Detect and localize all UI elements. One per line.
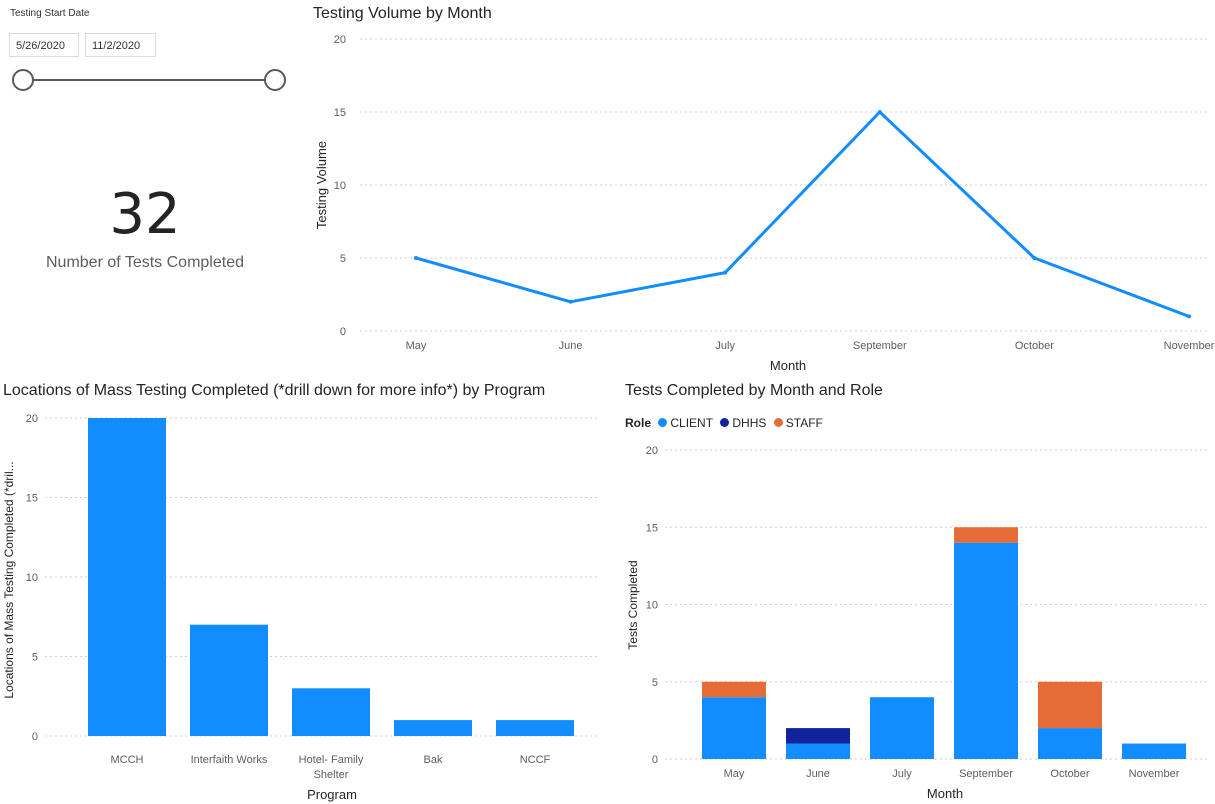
start-date-input[interactable]: 5/26/2020	[9, 33, 79, 57]
legend-dot-staff	[773, 418, 783, 428]
role-chart-y-tick-label: 20	[646, 445, 658, 457]
program-chart-y-tick-label: 10	[26, 572, 38, 584]
line-series-testing-volume	[415, 110, 1190, 318]
program-x-tick-label: Shelter	[314, 769, 349, 781]
program-chart-y-tick-label: 15	[26, 493, 38, 505]
legend-item-staff[interactable]: STAFF	[773, 416, 823, 430]
program-x-tick-label: Interfaith Works	[191, 754, 268, 766]
legend-label-dhhs: DHHS	[732, 416, 767, 430]
bar-bak	[394, 720, 472, 736]
line-x-tick-label: November	[1164, 340, 1215, 352]
line-point-november	[1187, 314, 1191, 319]
slicer-title: Testing Start Date	[10, 8, 90, 19]
line-x-tick-label: May	[406, 340, 427, 352]
legend-dot-client	[658, 418, 668, 428]
role-chart-y-tick-label: 0	[652, 754, 658, 766]
bar-september-client	[954, 542, 1018, 759]
role-x-tick-label: June	[806, 768, 830, 780]
legend-label-staff: STAFF	[785, 416, 823, 430]
line-x-tick-label: June	[559, 340, 583, 352]
line-chart-y-tick-label: 15	[334, 107, 346, 119]
role-x-tick-label: November	[1129, 768, 1180, 780]
role-x-tick-label: October	[1050, 768, 1089, 780]
program-x-axis-title: Program	[307, 787, 357, 802]
line-point-september	[877, 110, 882, 114]
bar-september-staff	[954, 527, 1018, 543]
role-chart-y-tick-label: 10	[646, 600, 658, 612]
program-chart-y-tick-label: 20	[26, 413, 38, 425]
program-chart-title: Locations of Mass Testing Completed (*dr…	[3, 382, 546, 399]
legend-item-dhhs[interactable]: DHHS	[720, 416, 766, 430]
legend-title: Role	[625, 416, 652, 430]
role-chart-title: Tests Completed by Month and Role	[625, 382, 883, 399]
role-chart-y-tick-label: 5	[652, 677, 658, 689]
role-x-tick-label: July	[892, 768, 912, 780]
bar-october-client	[1038, 728, 1102, 759]
bar-nccf	[496, 720, 574, 736]
role-stacked-bar-chart: 0 5 10 15 20 May June July September October Novem…	[626, 445, 1210, 801]
program-chart-y-tick-label: 5	[32, 652, 38, 664]
line-point-october	[1032, 256, 1037, 260]
bar-november-client	[1122, 743, 1186, 759]
line-x-tick-label: October	[1015, 340, 1054, 352]
legend-dot-dhhs	[720, 418, 730, 428]
program-bar-chart: 0 5 10 15 20 MCCH Interfaith Works Hotel- Famil…	[2, 413, 600, 802]
line-chart-y-tick-label: 0	[340, 326, 346, 338]
role-x-tick-label: September	[959, 768, 1013, 780]
date-range-slider-track[interactable]	[23, 79, 276, 81]
legend-label-client: CLIENT	[670, 416, 714, 430]
role-chart-y-tick-label: 15	[646, 522, 658, 534]
line-point-june	[568, 299, 573, 304]
line-y-axis-title: Testing Volume	[314, 141, 329, 229]
bar-july-client	[870, 697, 934, 759]
kpi-label: Number of Tests Completed	[45, 254, 244, 271]
line-x-tick-label: July	[715, 340, 735, 352]
legend-item-client[interactable]: CLIENT	[658, 416, 713, 430]
bar-june-client	[786, 743, 850, 759]
program-x-tick-label: Bak	[424, 754, 443, 766]
bar-mcch	[88, 418, 166, 736]
line-chart-y-tick-label: 5	[340, 253, 346, 265]
bar-interfaith-works	[190, 624, 268, 736]
bar-may-client	[702, 697, 766, 759]
line-point-may	[414, 256, 418, 260]
role-x-tick-label: May	[724, 768, 745, 780]
line-x-axis-title: Month	[770, 358, 806, 373]
line-chart-title: Testing Volume by Month	[313, 5, 492, 22]
start-date-slider-handle[interactable]	[12, 69, 34, 91]
role-x-axis-title: Month	[927, 786, 963, 801]
program-chart-y-tick-label: 0	[32, 731, 38, 743]
program-y-axis-title: Locations of Mass Testing Completed (*dr…	[2, 461, 16, 698]
program-x-tick-label: NCCF	[520, 754, 551, 766]
line-point-july	[723, 270, 728, 275]
program-x-tick-label: MCCH	[111, 754, 144, 766]
bar-june-dhhs	[786, 728, 850, 744]
end-date-input[interactable]: 11/2/2020	[85, 33, 156, 57]
testing-volume-line-chart: 0 5 10 15 20 May June July September October Novem…	[314, 34, 1215, 373]
line-chart-y-tick-label: 20	[334, 34, 346, 46]
role-y-axis-title: Tests Completed	[626, 560, 640, 649]
line-chart-y-tick-label: 10	[334, 180, 346, 192]
bar-may-staff	[702, 681, 766, 698]
end-date-slider-handle[interactable]	[264, 69, 286, 91]
bar-october-staff	[1038, 681, 1102, 729]
program-x-tick-label: Hotel- Family	[299, 754, 364, 766]
kpi-value: 32	[109, 182, 181, 247]
line-x-tick-label: September	[853, 340, 907, 352]
bar-hotel-family-shelter	[292, 688, 370, 736]
role-legend: Role CLIENT DHHS STAFF	[625, 416, 827, 430]
